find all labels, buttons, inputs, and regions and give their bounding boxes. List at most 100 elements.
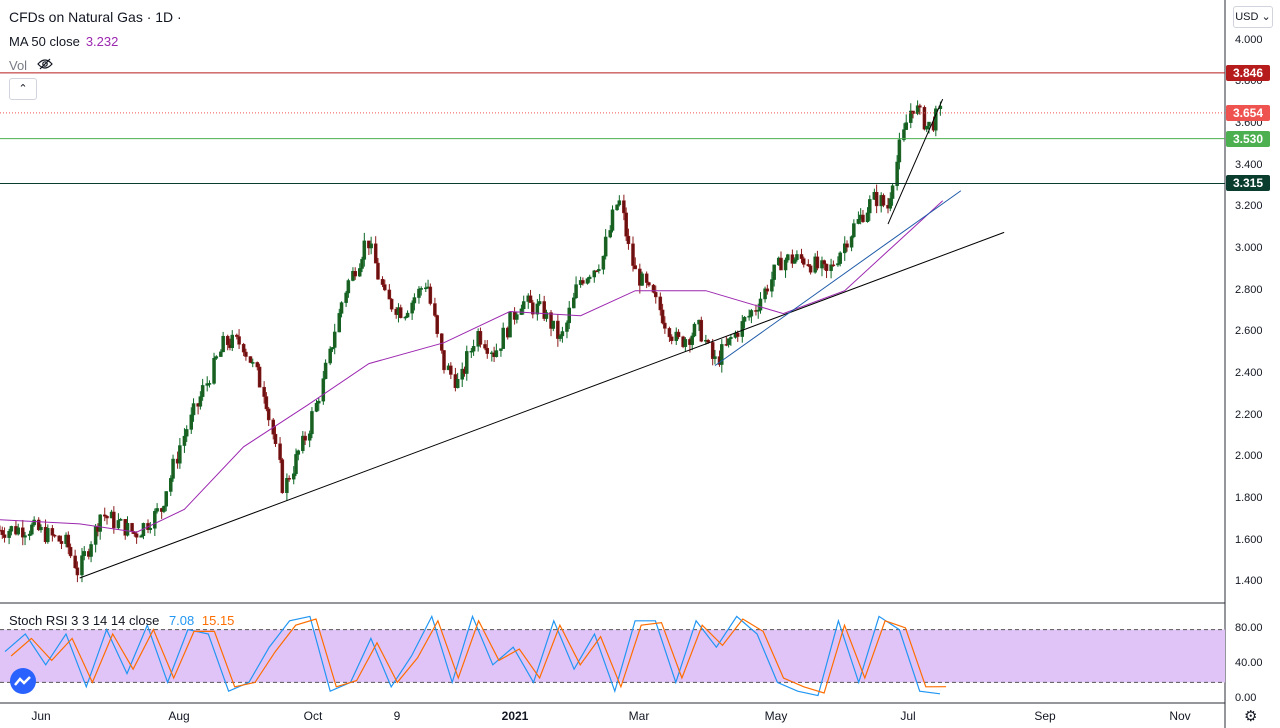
- ma50-line: [0, 200, 944, 533]
- candle: [772, 264, 776, 287]
- candle: [729, 334, 733, 346]
- candle: [922, 105, 927, 131]
- time-tick: May: [764, 709, 788, 723]
- price-tag: 3.530: [1226, 130, 1270, 147]
- candle: [747, 309, 751, 321]
- candle: [207, 380, 212, 388]
- time-tick: 2021: [501, 709, 529, 723]
- candle: [294, 448, 298, 477]
- stoch-k-line: [4, 614, 941, 697]
- candle: [182, 428, 187, 453]
- candle: [362, 232, 367, 267]
- chevron-up-icon: ⌃: [18, 83, 28, 95]
- volume-legend[interactable]: Vol: [9, 58, 53, 73]
- candle: [581, 277, 585, 286]
- candle: [250, 358, 255, 368]
- tradingview-logo-icon[interactable]: [10, 668, 36, 694]
- candle: [16, 523, 20, 536]
- candle: [779, 251, 783, 271]
- candle: [460, 362, 464, 388]
- candle: [663, 316, 667, 334]
- candle: [68, 543, 73, 559]
- candle: [587, 274, 592, 283]
- candle: [831, 260, 836, 267]
- candle: [455, 372, 460, 389]
- candle: [198, 391, 203, 410]
- trendline-steep[interactable]: [887, 98, 944, 225]
- candle: [398, 304, 403, 319]
- candle: [610, 205, 615, 233]
- candle: [633, 257, 638, 270]
- eye-hidden-icon[interactable]: [36, 58, 53, 73]
- candle: [676, 329, 681, 340]
- candle: [403, 315, 408, 321]
- candle: [852, 219, 856, 239]
- candle: [164, 491, 168, 512]
- candle: [59, 535, 64, 550]
- candle: [918, 103, 922, 115]
- candle: [50, 524, 55, 542]
- ma-legend[interactable]: MA 50 close 3.232: [9, 34, 119, 49]
- candle: [615, 204, 619, 211]
- stoch-legend[interactable]: Stoch RSI 3 3 14 14 close 7.08 15.15: [9, 613, 235, 628]
- gear-icon[interactable]: ⚙: [1244, 708, 1258, 725]
- candle: [433, 297, 437, 318]
- candle: [699, 316, 704, 343]
- price-tick: 4.000: [1235, 33, 1263, 46]
- candle: [924, 125, 929, 133]
- candle: [720, 339, 724, 373]
- price-tick: 2.400: [1235, 366, 1263, 379]
- candle: [617, 195, 622, 207]
- candle: [558, 334, 562, 342]
- candle: [219, 349, 223, 357]
- candle: [574, 276, 578, 299]
- candle: [184, 425, 189, 443]
- candle: [66, 531, 71, 555]
- candle: [911, 110, 915, 119]
- candle: [521, 295, 526, 315]
- candle: [909, 103, 913, 129]
- candle: [82, 546, 86, 561]
- candle: [836, 256, 840, 267]
- candle: [428, 283, 433, 306]
- candle: [713, 349, 717, 365]
- candle: [763, 286, 767, 303]
- candle: [291, 466, 296, 485]
- candle: [542, 295, 546, 322]
- time-tick: Jul: [900, 709, 916, 723]
- candle: [307, 430, 312, 448]
- candle: [724, 336, 729, 347]
- candle-series: [0, 100, 943, 583]
- candle: [442, 350, 446, 374]
- candle: [565, 320, 569, 339]
- candle: [795, 250, 799, 262]
- trendline-blue[interactable]: [714, 190, 962, 367]
- chart-title: CFDs on Natural Gas · 1D ·: [9, 9, 182, 25]
- candle: [499, 348, 503, 357]
- currency-select[interactable]: USD ⌄: [1233, 6, 1273, 28]
- collapse-legend-button[interactable]: ⌃: [9, 78, 37, 100]
- candle: [667, 326, 672, 343]
- candle: [80, 547, 84, 583]
- candle: [654, 285, 658, 304]
- candle: [622, 194, 626, 221]
- time-tick: Oct: [303, 709, 323, 723]
- candle: [515, 312, 519, 324]
- candle: [310, 407, 314, 439]
- candle: [287, 475, 291, 482]
- candle: [9, 525, 14, 536]
- candle: [501, 322, 505, 349]
- price-tick: 2.800: [1235, 283, 1263, 296]
- candle: [690, 332, 694, 351]
- candle: [57, 535, 61, 542]
- candle: [118, 517, 123, 521]
- candle: [387, 284, 392, 300]
- candle: [105, 515, 109, 525]
- candle: [285, 473, 289, 501]
- trendline-long[interactable]: [79, 231, 1005, 579]
- candle: [169, 475, 173, 496]
- candle: [380, 276, 385, 288]
- candle: [790, 249, 795, 268]
- candle: [248, 356, 253, 364]
